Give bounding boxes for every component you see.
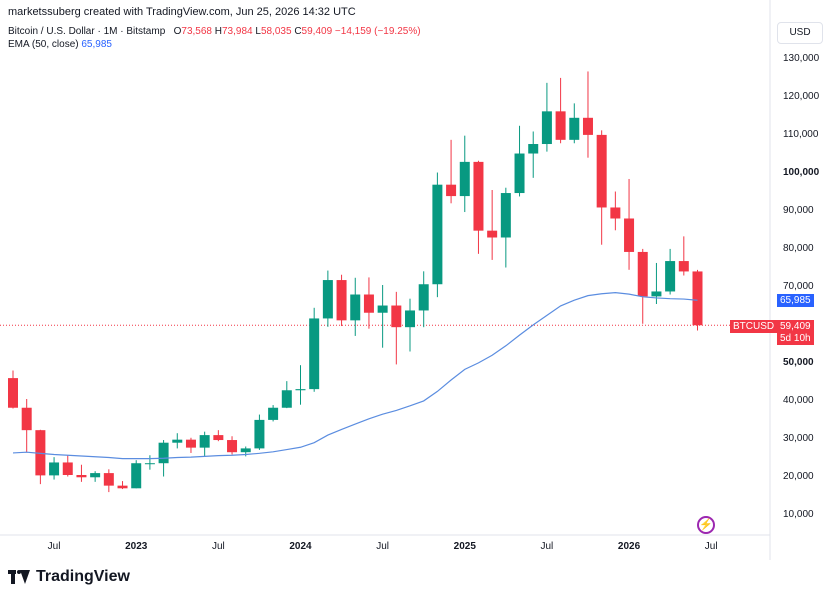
- candle-body: [377, 305, 388, 313]
- ema-label: EMA (50, close): [8, 39, 79, 50]
- candle-body: [350, 294, 361, 321]
- high-label: H: [214, 26, 222, 37]
- symbol-name[interactable]: Bitcoin / U.S. Dollar · 1M · Bitstamp: [8, 26, 166, 37]
- candle-body: [473, 161, 484, 231]
- x-tick-label: 2023: [125, 541, 148, 552]
- candle-body: [637, 251, 648, 297]
- candle-body: [281, 390, 292, 408]
- ohlc-legend: Bitcoin / U.S. Dollar · 1M · Bitstamp O7…: [8, 26, 421, 37]
- close-label: C: [294, 26, 302, 37]
- lightning-circle-icon[interactable]: ⚡: [697, 516, 715, 534]
- close-value: 59,409: [301, 26, 333, 37]
- x-tick-label: Jul: [48, 541, 61, 552]
- y-tick-label: 90,000: [783, 205, 814, 216]
- x-tick-label: Jul: [705, 541, 718, 552]
- y-tick-label: 50,000: [783, 357, 814, 368]
- candle-body: [541, 111, 552, 145]
- candle-body: [487, 230, 498, 238]
- y-tick-label: 100,000: [783, 167, 820, 178]
- y-tick-label: 70,000: [783, 281, 814, 292]
- y-tick-label: 110,000: [783, 129, 819, 140]
- ohlc-values: O73,568 H73,984 L58,035 C59,409 −14,159 …: [168, 26, 421, 37]
- currency-selector[interactable]: USD: [777, 22, 823, 44]
- y-tick-label: 20,000: [783, 471, 814, 482]
- x-tick-label: 2024: [289, 541, 312, 552]
- candle-body: [418, 284, 429, 311]
- candle-body: [185, 439, 196, 448]
- candle-body: [405, 310, 416, 328]
- candle-body: [610, 207, 621, 219]
- x-tick-label: 2026: [618, 541, 641, 552]
- candle-body: [227, 440, 238, 453]
- candle-body: [131, 463, 142, 489]
- candle-body: [528, 144, 539, 154]
- candle-body: [268, 407, 279, 420]
- candle-body: [21, 407, 32, 431]
- ema-price-label: 65,985: [777, 294, 814, 307]
- bar-countdown-label: 5d 10h: [777, 332, 814, 345]
- y-tick-label: 10,000: [783, 509, 814, 520]
- open-label: O: [173, 26, 182, 37]
- x-tick-label: 2025: [454, 541, 477, 552]
- candle-body: [692, 271, 703, 326]
- candle-body: [500, 193, 511, 238]
- candle-body: [158, 442, 169, 464]
- candle-body: [49, 462, 60, 476]
- low-value: 58,035: [260, 26, 292, 37]
- candle-body: [322, 280, 333, 319]
- y-tick-label: 130,000: [783, 53, 820, 64]
- x-tick-label: Jul: [212, 541, 225, 552]
- y-tick-label: 40,000: [783, 395, 814, 406]
- candle-body: [103, 473, 114, 486]
- candle-body: [624, 218, 635, 252]
- y-tick-label: 80,000: [783, 243, 814, 254]
- candle-body: [144, 463, 155, 465]
- candle-body: [665, 261, 676, 292]
- candle-body: [240, 448, 251, 453]
- ema-line: [12, 291, 698, 460]
- candle-body: [363, 294, 374, 313]
- y-tick-label: 30,000: [783, 433, 814, 444]
- candle-body: [199, 435, 210, 448]
- tradingview-footer[interactable]: TradingView: [8, 568, 130, 586]
- candle-body: [459, 161, 470, 197]
- candle-body: [582, 117, 593, 135]
- candle-body: [295, 389, 306, 391]
- candle-body: [446, 184, 457, 197]
- candle-body: [596, 134, 607, 208]
- candle-body: [678, 261, 689, 272]
- candle-body: [336, 280, 347, 321]
- candle-body: [62, 462, 73, 475]
- candle-body: [391, 305, 402, 328]
- candle-body: [514, 153, 525, 194]
- high-value: 73,984: [222, 26, 253, 37]
- candle-body: [76, 475, 87, 478]
- candle-body: [172, 439, 183, 443]
- low-label: L: [255, 26, 261, 37]
- candle-body: [8, 378, 18, 408]
- open-value: 73,568: [181, 26, 212, 37]
- change-value: −14,159 (−19.25%): [334, 26, 421, 37]
- tradingview-logo-icon: [8, 570, 30, 584]
- candle-body: [651, 291, 662, 297]
- candle-body: [555, 111, 566, 140]
- y-tick-label: 120,000: [783, 91, 820, 102]
- chart-attribution: marketssuberg created with TradingView.c…: [8, 6, 356, 18]
- last-price-label: 59,409: [777, 320, 814, 333]
- ema-legend[interactable]: EMA (50, close) 65,985: [8, 39, 112, 50]
- x-tick-label: Jul: [376, 541, 389, 552]
- candle-body: [432, 184, 443, 285]
- candle-body: [117, 485, 128, 489]
- footer-brand: TradingView: [36, 568, 130, 585]
- candle-body: [254, 419, 265, 449]
- ema-value: 65,985: [81, 39, 112, 50]
- candle-body: [569, 117, 580, 140]
- candle-body: [309, 318, 320, 390]
- candlestick-chart[interactable]: 10,00020,00030,00040,00050,00060,00070,0…: [0, 0, 831, 560]
- x-tick-label: Jul: [541, 541, 554, 552]
- candle-body: [90, 473, 101, 478]
- candle-body: [213, 435, 224, 441]
- symbol-price-tag: BTCUSD: [730, 320, 778, 333]
